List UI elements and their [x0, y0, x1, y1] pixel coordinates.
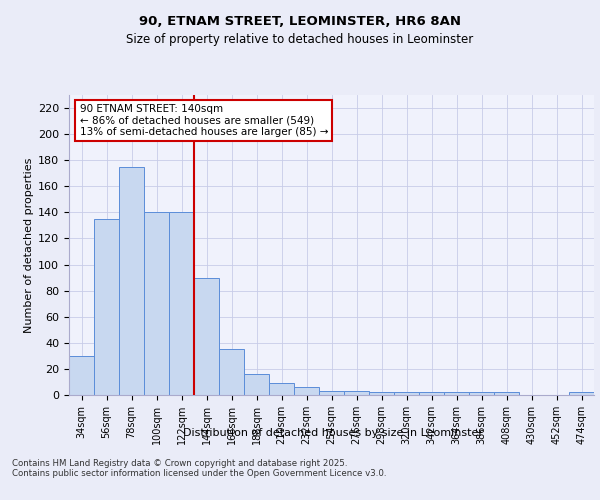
Bar — [369, 392, 394, 395]
Bar — [244, 374, 269, 395]
Bar — [494, 392, 519, 395]
Text: 90, ETNAM STREET, LEOMINSTER, HR6 8AN: 90, ETNAM STREET, LEOMINSTER, HR6 8AN — [139, 15, 461, 28]
Bar — [69, 356, 94, 395]
Bar — [419, 392, 444, 395]
Bar — [394, 392, 419, 395]
Text: Size of property relative to detached houses in Leominster: Size of property relative to detached ho… — [127, 32, 473, 46]
Bar — [144, 212, 169, 395]
Text: Contains HM Land Registry data © Crown copyright and database right 2025.: Contains HM Land Registry data © Crown c… — [12, 459, 347, 468]
Bar — [469, 392, 494, 395]
Bar — [269, 384, 294, 395]
Bar — [194, 278, 219, 395]
Bar — [444, 392, 469, 395]
Bar — [344, 391, 369, 395]
Bar — [219, 350, 244, 395]
Text: Distribution of detached houses by size in Leominster: Distribution of detached houses by size … — [183, 428, 483, 438]
Y-axis label: Number of detached properties: Number of detached properties — [24, 158, 34, 332]
Text: 90 ETNAM STREET: 140sqm
← 86% of detached houses are smaller (549)
13% of semi-d: 90 ETNAM STREET: 140sqm ← 86% of detache… — [79, 104, 328, 137]
Bar — [94, 219, 119, 395]
Text: Contains public sector information licensed under the Open Government Licence v3: Contains public sector information licen… — [12, 469, 386, 478]
Bar — [169, 212, 194, 395]
Bar — [294, 387, 319, 395]
Bar — [319, 391, 344, 395]
Bar — [119, 166, 144, 395]
Bar — [569, 392, 594, 395]
